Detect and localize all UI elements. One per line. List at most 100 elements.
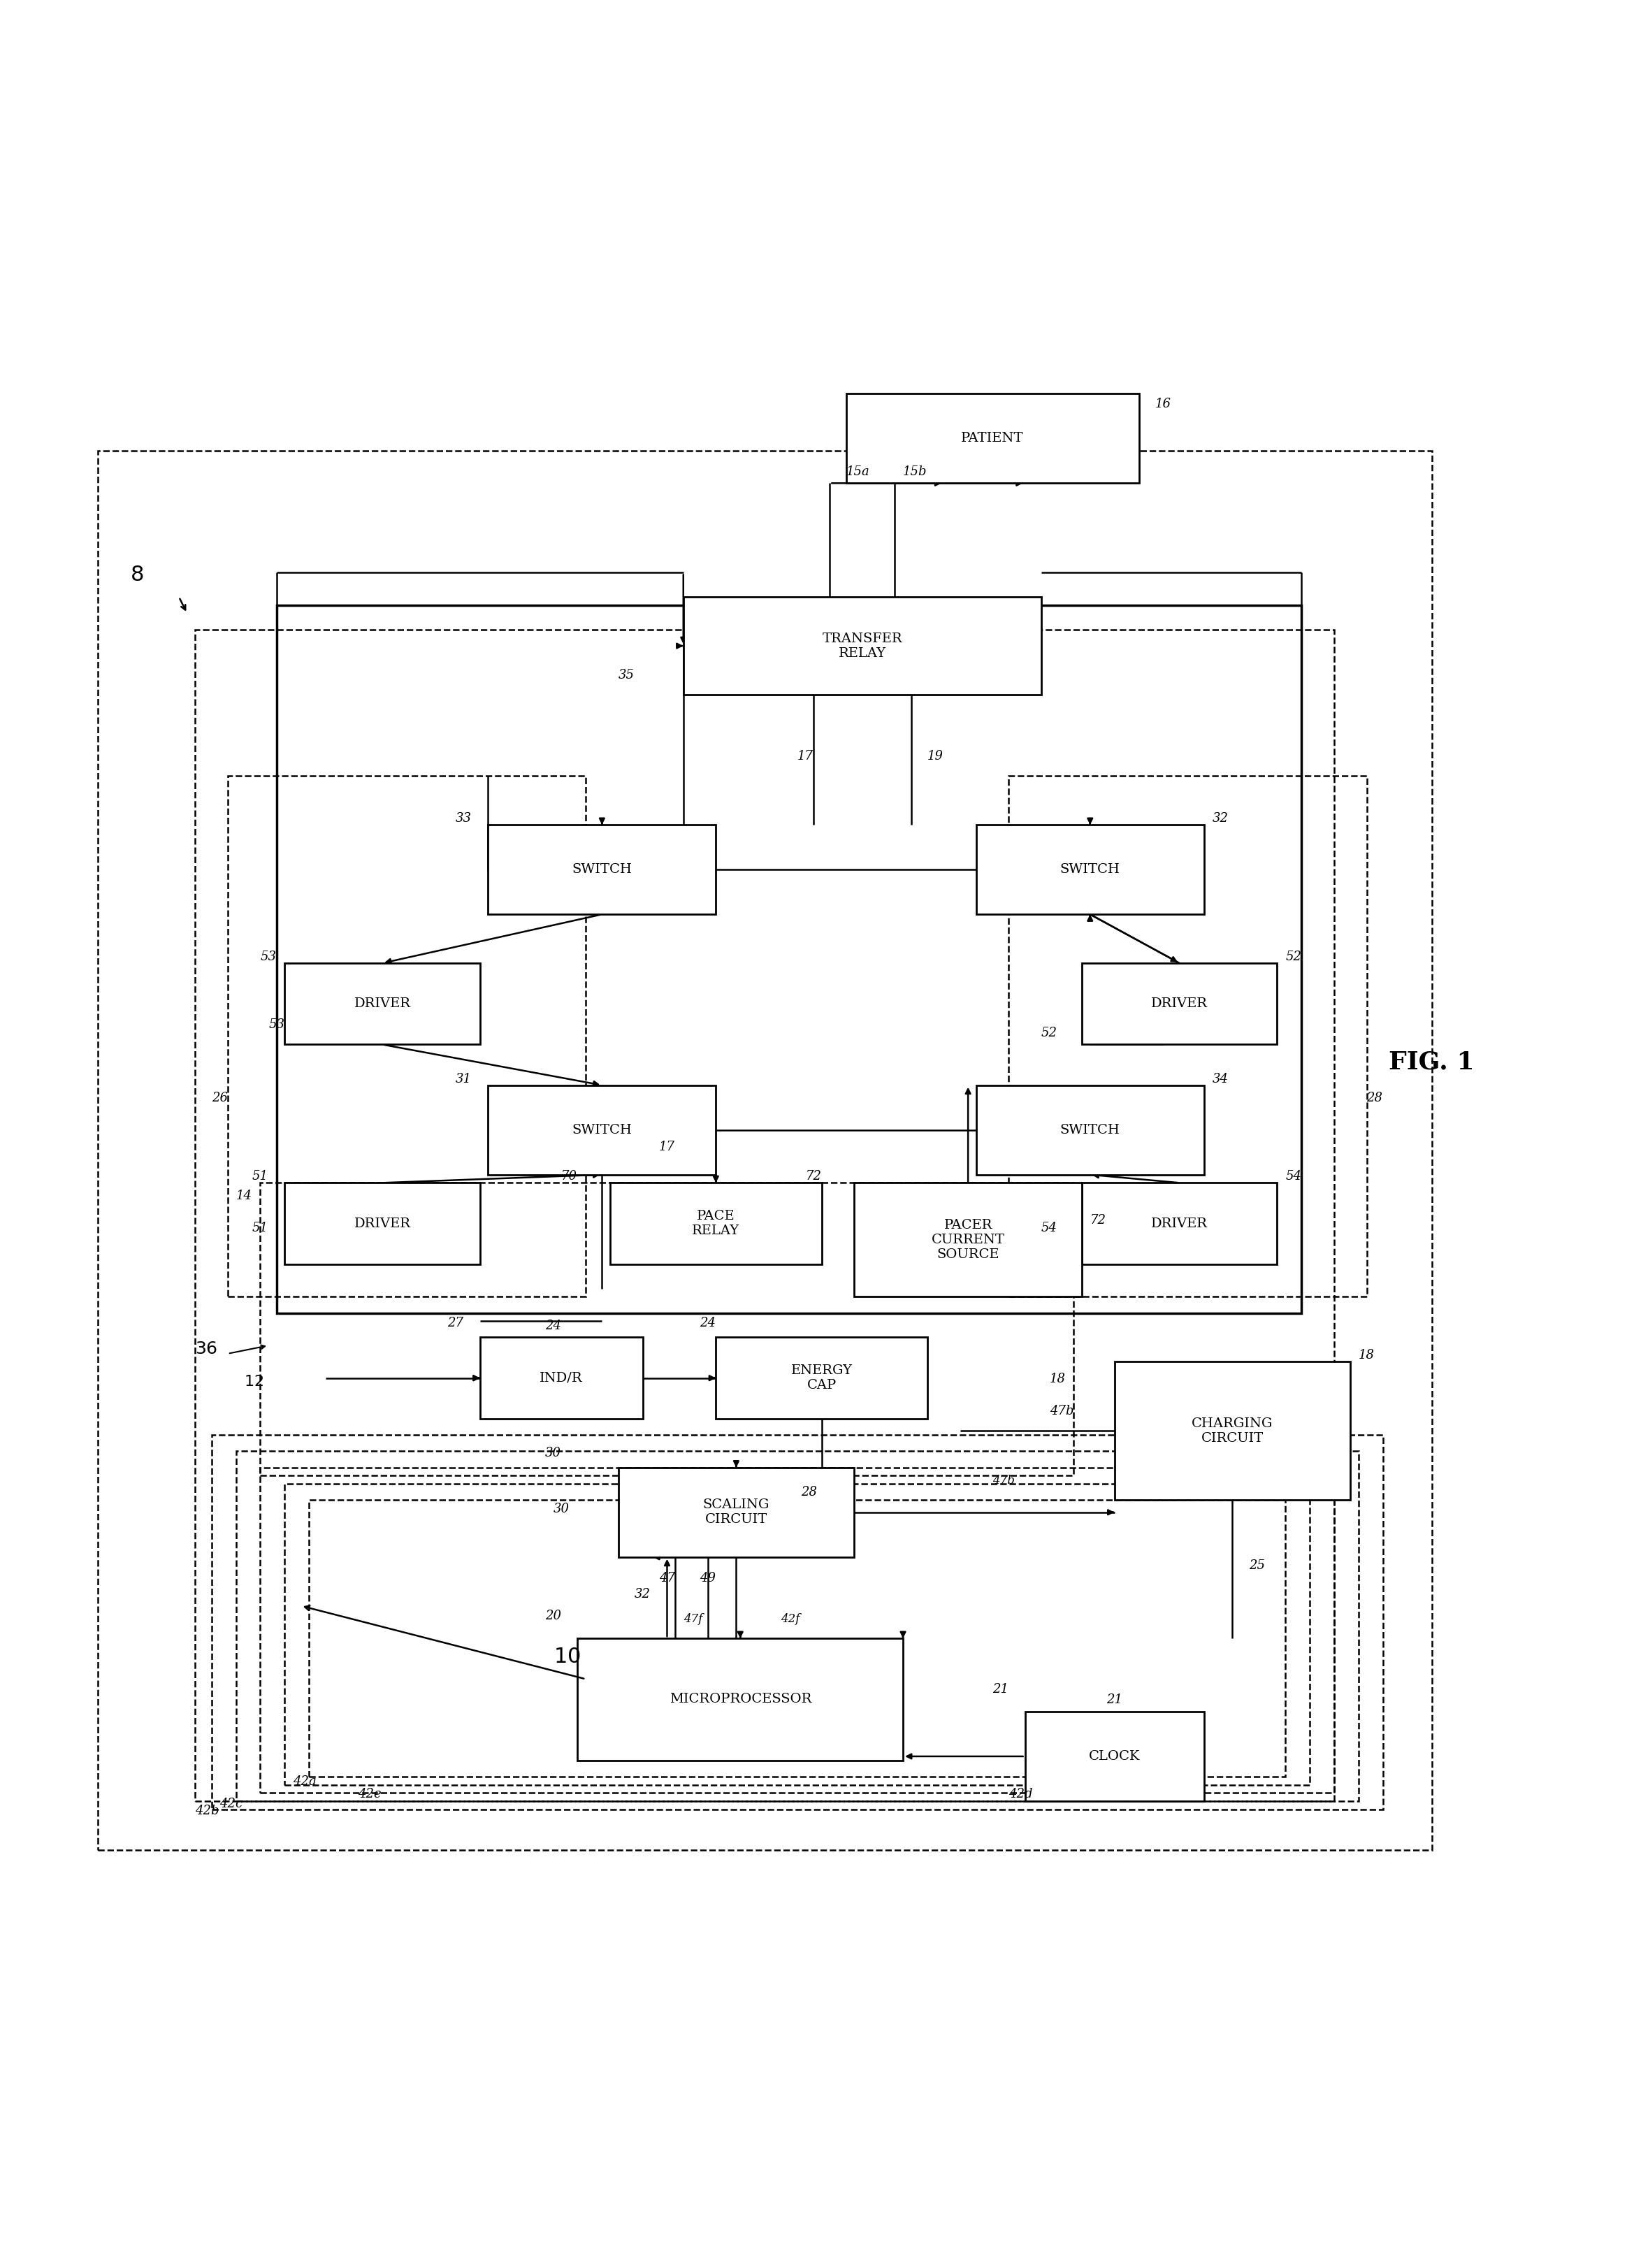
Text: 47b: 47b xyxy=(992,1474,1015,1486)
Text: IND/R: IND/R xyxy=(540,1372,582,1383)
Text: 42e: 42e xyxy=(358,1787,381,1801)
Text: 34: 34 xyxy=(1212,1073,1228,1084)
FancyBboxPatch shape xyxy=(976,826,1204,914)
Text: SWITCH: SWITCH xyxy=(573,864,631,875)
Text: SWITCH: SWITCH xyxy=(573,1123,631,1136)
Text: $12$: $12$ xyxy=(244,1374,264,1390)
Bar xyxy=(195,631,1334,1801)
FancyBboxPatch shape xyxy=(480,1338,643,1420)
Text: 47f: 47f xyxy=(683,1613,703,1624)
FancyBboxPatch shape xyxy=(1082,1184,1277,1263)
FancyBboxPatch shape xyxy=(976,1084,1204,1175)
FancyBboxPatch shape xyxy=(285,1184,480,1263)
Text: DRIVER: DRIVER xyxy=(1152,1218,1207,1229)
Text: DRIVER: DRIVER xyxy=(355,998,410,1009)
Text: 51: 51 xyxy=(252,1222,268,1234)
Text: 30: 30 xyxy=(553,1501,569,1515)
Bar xyxy=(260,1184,1074,1476)
Text: 15a: 15a xyxy=(846,465,869,479)
Text: 51: 51 xyxy=(252,1170,268,1184)
Text: 32: 32 xyxy=(1212,812,1228,826)
FancyBboxPatch shape xyxy=(846,395,1139,483)
Text: 53: 53 xyxy=(260,950,277,964)
Bar xyxy=(236,1452,1359,1801)
Text: PATIENT: PATIENT xyxy=(962,433,1023,445)
FancyBboxPatch shape xyxy=(610,1184,822,1263)
Text: 18: 18 xyxy=(1359,1349,1375,1361)
Text: 42c: 42c xyxy=(220,1799,242,1810)
Text: 70: 70 xyxy=(561,1170,578,1184)
FancyBboxPatch shape xyxy=(285,964,480,1046)
Text: $8$: $8$ xyxy=(130,565,143,585)
Bar xyxy=(309,1499,1285,1776)
Bar xyxy=(212,1436,1383,1810)
Text: 52: 52 xyxy=(1041,1027,1058,1039)
Text: CLOCK: CLOCK xyxy=(1088,1751,1141,1762)
FancyBboxPatch shape xyxy=(488,1084,716,1175)
Text: 53: 53 xyxy=(268,1018,285,1032)
Text: 19: 19 xyxy=(927,751,944,762)
FancyBboxPatch shape xyxy=(1025,1712,1204,1801)
Bar xyxy=(277,606,1302,1313)
Text: 35: 35 xyxy=(618,669,635,680)
Text: 16: 16 xyxy=(1155,397,1171,411)
Text: 42f: 42f xyxy=(781,1613,800,1624)
Text: 20: 20 xyxy=(545,1610,561,1622)
FancyBboxPatch shape xyxy=(683,596,1041,694)
FancyBboxPatch shape xyxy=(488,826,716,914)
Text: $36$: $36$ xyxy=(195,1340,218,1356)
Text: 33: 33 xyxy=(456,812,472,826)
Text: 24: 24 xyxy=(700,1318,716,1329)
Text: 24: 24 xyxy=(545,1320,561,1331)
Text: FIG. 1: FIG. 1 xyxy=(1389,1050,1474,1073)
Text: 42a: 42a xyxy=(293,1776,316,1787)
Text: 27: 27 xyxy=(447,1318,464,1329)
Text: 17: 17 xyxy=(659,1141,675,1152)
Text: 72: 72 xyxy=(805,1170,822,1184)
Text: 26: 26 xyxy=(212,1091,228,1105)
Bar xyxy=(260,1467,1334,1794)
Text: 47: 47 xyxy=(659,1572,675,1585)
Bar xyxy=(285,1483,1310,1785)
FancyBboxPatch shape xyxy=(578,1637,903,1760)
Bar xyxy=(228,776,586,1297)
Text: SCALING
CIRCUIT: SCALING CIRCUIT xyxy=(703,1499,770,1526)
Text: DRIVER: DRIVER xyxy=(355,1218,410,1229)
Text: CHARGING
CIRCUIT: CHARGING CIRCUIT xyxy=(1193,1418,1272,1445)
Text: PACE
RELAY: PACE RELAY xyxy=(691,1209,740,1236)
Text: 21: 21 xyxy=(1106,1694,1123,1706)
Text: $10$: $10$ xyxy=(553,1647,581,1667)
FancyBboxPatch shape xyxy=(618,1467,854,1558)
Text: ENERGY
CAP: ENERGY CAP xyxy=(791,1365,853,1393)
Text: 18: 18 xyxy=(1049,1372,1066,1386)
FancyBboxPatch shape xyxy=(854,1184,1082,1297)
Text: 32: 32 xyxy=(635,1588,651,1601)
Text: 42b: 42b xyxy=(195,1805,220,1817)
Text: 49: 49 xyxy=(700,1572,716,1585)
Text: 54: 54 xyxy=(1285,1170,1302,1184)
Text: MICROPROCESSOR: MICROPROCESSOR xyxy=(669,1694,812,1706)
Text: 14: 14 xyxy=(236,1188,252,1202)
Text: 47b: 47b xyxy=(1049,1404,1074,1418)
FancyBboxPatch shape xyxy=(716,1338,927,1420)
Text: 30: 30 xyxy=(545,1447,561,1458)
FancyBboxPatch shape xyxy=(1082,964,1277,1046)
Text: 17: 17 xyxy=(797,751,814,762)
Text: 28: 28 xyxy=(800,1486,817,1499)
Text: DRIVER: DRIVER xyxy=(1152,998,1207,1009)
Text: 15b: 15b xyxy=(903,465,927,479)
Text: SWITCH: SWITCH xyxy=(1061,864,1119,875)
Text: 31: 31 xyxy=(456,1073,472,1084)
FancyBboxPatch shape xyxy=(1114,1361,1350,1499)
Text: 21: 21 xyxy=(992,1683,1009,1696)
Text: TRANSFER
RELAY: TRANSFER RELAY xyxy=(822,633,903,660)
Bar xyxy=(1009,776,1367,1297)
Text: 54: 54 xyxy=(1041,1222,1058,1234)
Text: 42d: 42d xyxy=(1009,1787,1033,1801)
Text: SWITCH: SWITCH xyxy=(1061,1123,1119,1136)
Text: 25: 25 xyxy=(1248,1560,1264,1572)
Text: 28: 28 xyxy=(1367,1091,1383,1105)
Text: 52: 52 xyxy=(1285,950,1302,964)
Text: 72: 72 xyxy=(1090,1213,1106,1227)
Bar xyxy=(98,451,1432,1851)
